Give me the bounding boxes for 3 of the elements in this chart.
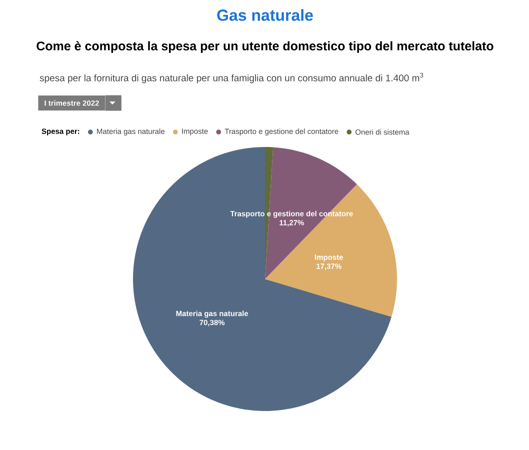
text: spesa per la fornitura di gas naturale per una famiglia con un consumo annuale di 1.400 m$^{3}$ [40, 72, 424, 84]
chart-title: Gas naturale [217, 9, 313, 21]
chart-subtitle: Come è composta la spesa per un utente domestico tipo del mercato tutelato [36, 41, 494, 53]
